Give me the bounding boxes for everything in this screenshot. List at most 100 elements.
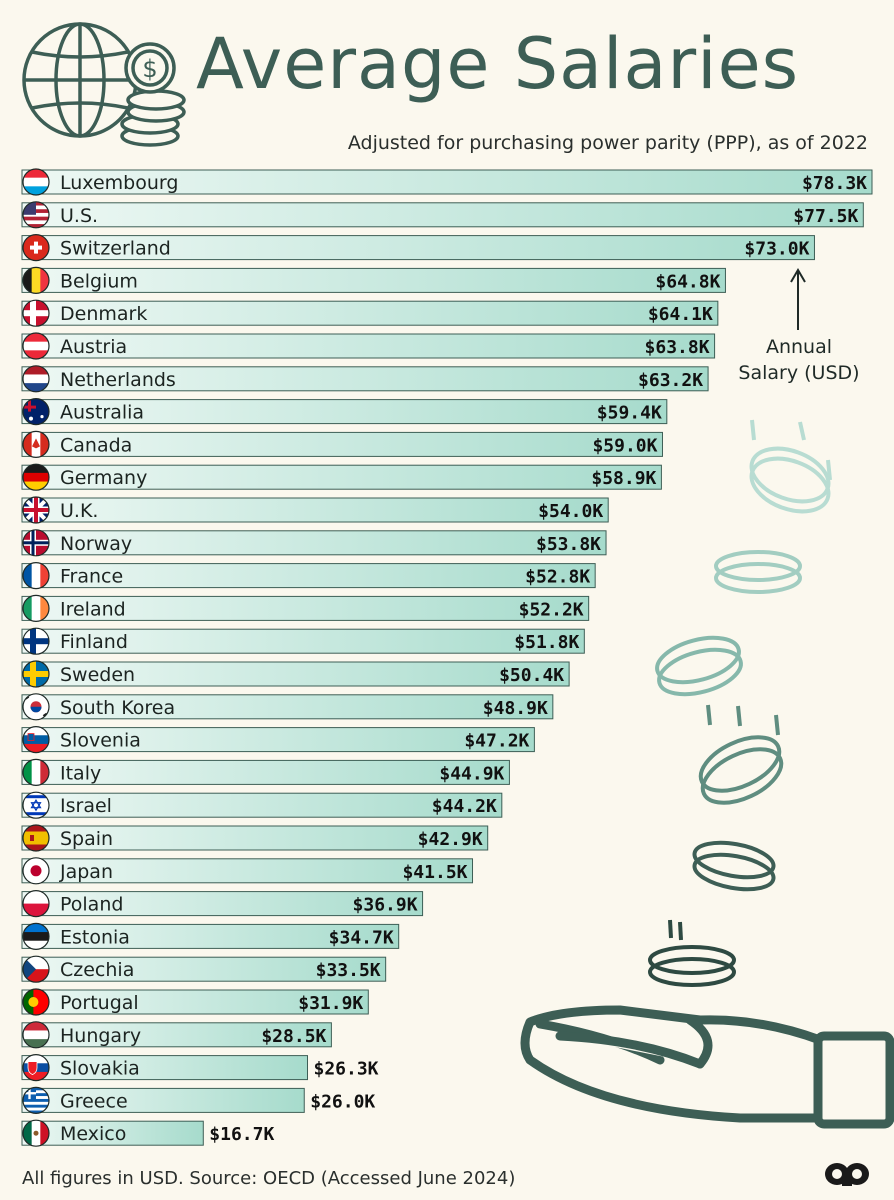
- flag-icon: [22, 299, 50, 327]
- category-label: Germany: [60, 467, 147, 489]
- flag-icon: [22, 234, 50, 262]
- flag-icon: [22, 332, 50, 360]
- value-label: $51.8K: [514, 632, 579, 653]
- bar: [21, 595, 590, 621]
- category-label: Ireland: [60, 598, 126, 620]
- value-label: $47.2K: [464, 731, 529, 752]
- value-label: $33.5K: [316, 960, 381, 981]
- value-label: $63.8K: [645, 337, 710, 358]
- value-label: $41.5K: [402, 862, 467, 883]
- value-label: $26.3K: [314, 1059, 379, 1080]
- bar-row: Slovakia $26.3K: [21, 1053, 379, 1082]
- value-label: $52.8K: [525, 567, 590, 588]
- value-label: $52.2K: [519, 599, 584, 620]
- flag-icon: [22, 889, 50, 918]
- value-label: $59.0K: [592, 435, 657, 456]
- bar-row: Finland $51.8K: [21, 627, 585, 655]
- bar-row: Estonia $34.7K: [21, 922, 400, 951]
- value-label: $77.5K: [793, 206, 858, 227]
- bar: [21, 1022, 332, 1048]
- bar-row: Greece $26.0K: [21, 1086, 375, 1115]
- value-label: $64.1K: [648, 304, 713, 325]
- value-label: $26.0K: [310, 1091, 375, 1112]
- category-label: Mexico: [60, 1123, 126, 1145]
- category-label: Norway: [60, 533, 132, 555]
- bar: [21, 464, 662, 490]
- bar-row: Switzerland $73.0K: [21, 234, 815, 262]
- value-label: $54.0K: [538, 501, 603, 522]
- header-logo: $: [22, 22, 186, 147]
- value-label: $63.2K: [638, 370, 703, 391]
- bar-row: Israel $44.2K: [21, 791, 503, 819]
- category-label: South Korea: [60, 697, 175, 719]
- bar: [21, 563, 596, 589]
- flag-icon: [22, 955, 50, 983]
- flag-icon: [22, 561, 50, 590]
- category-label: Finland: [60, 631, 128, 653]
- coin-stack-icon: $: [120, 42, 186, 147]
- bar: [21, 923, 400, 949]
- category-label: U.K.: [60, 500, 98, 522]
- flag-icon: [22, 1086, 50, 1115]
- bar-row: Mexico $16.7K: [21, 1119, 274, 1147]
- value-label: $16.7K: [209, 1124, 274, 1145]
- page-subtitle: Adjusted for purchasing power parity (PP…: [347, 132, 868, 154]
- bar-row: Czechia $33.5K: [21, 955, 387, 983]
- category-label: Greece: [60, 1090, 128, 1112]
- bar: [21, 366, 709, 392]
- bar: [21, 661, 570, 687]
- bar: [21, 202, 864, 228]
- bar: [21, 235, 815, 261]
- category-label: Israel: [60, 795, 112, 817]
- axis-annotation: Annual Salary (USD): [734, 334, 864, 386]
- bar-row: Italy $44.9K: [21, 758, 510, 787]
- bar-row: Denmark $64.1K: [21, 299, 719, 327]
- bar-row: Ireland $52.2K: [21, 594, 590, 623]
- flag-icon: [22, 398, 50, 426]
- bar: [21, 333, 716, 359]
- bar-row: U.K. $54.0K: [21, 496, 609, 524]
- bar: [21, 1120, 204, 1146]
- category-label: Hungary: [60, 1025, 141, 1047]
- bar-row: Norway $53.8K: [21, 529, 607, 557]
- bar: [21, 267, 726, 293]
- bar: [21, 431, 663, 457]
- bar-row: Germany $58.9K: [21, 463, 662, 491]
- category-label: U.S.: [60, 205, 98, 227]
- bar-row: Austria $63.8K: [21, 332, 716, 360]
- value-label: $31.9K: [298, 993, 363, 1014]
- flag-icon: [22, 594, 50, 623]
- arrow-up-icon: [790, 268, 806, 330]
- bar: [21, 792, 503, 818]
- bar: [21, 497, 609, 523]
- category-label: Netherlands: [60, 369, 176, 391]
- annotation-line-1: Annual: [765, 336, 833, 358]
- brand-logo-icon: [825, 1163, 869, 1186]
- flag-icon: [22, 758, 50, 787]
- category-label: Poland: [60, 894, 123, 916]
- bar-row: Australia $59.4K: [21, 398, 668, 426]
- value-label: $58.9K: [591, 468, 656, 489]
- bar: [21, 694, 554, 720]
- value-label: $28.5K: [261, 1026, 326, 1047]
- bar: [21, 891, 424, 917]
- category-label: Italy: [60, 762, 101, 784]
- flag-icon: [22, 529, 50, 557]
- category-label: Denmark: [60, 303, 147, 325]
- bar: [21, 989, 369, 1015]
- bar: [21, 628, 585, 654]
- bar: [21, 727, 535, 753]
- category-label: Slovakia: [60, 1058, 140, 1080]
- flag-icon: [22, 824, 50, 852]
- category-label: Czechia: [60, 959, 134, 981]
- falling-coins-icon: [648, 419, 832, 987]
- category-label: Canada: [60, 434, 132, 456]
- value-label: $73.0K: [744, 239, 809, 260]
- bar: [21, 858, 474, 884]
- flag-icon: [22, 857, 50, 885]
- bar-row: Poland $36.9K: [21, 889, 424, 918]
- category-label: Austria: [60, 336, 127, 358]
- value-label: $44.2K: [432, 796, 497, 817]
- value-label: $44.9K: [439, 763, 504, 784]
